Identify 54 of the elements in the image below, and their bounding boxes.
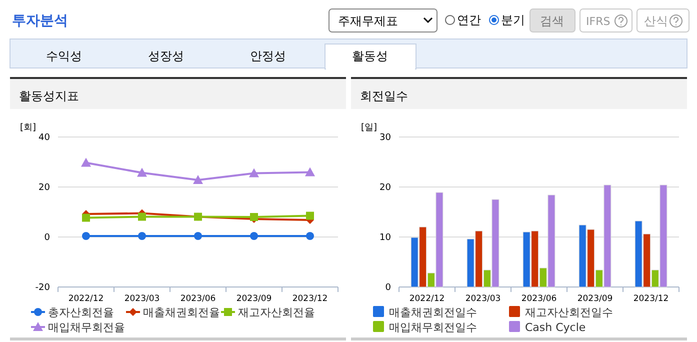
x-tick-label: 2022/12 bbox=[409, 294, 445, 304]
x-tick-label: 2023/12 bbox=[292, 294, 328, 304]
point bbox=[250, 232, 258, 240]
y-tick-label: -20 bbox=[35, 283, 50, 293]
text: 투자분석 bbox=[12, 13, 68, 29]
point bbox=[249, 168, 259, 178]
text: 연간 bbox=[457, 13, 481, 27]
y-axis-title: [일] bbox=[361, 123, 378, 133]
x-tick-label: 2023/06 bbox=[521, 294, 557, 304]
x-tick-label: 2023/12 bbox=[633, 294, 669, 304]
y-tick-label: 40 bbox=[38, 133, 50, 143]
point bbox=[138, 232, 146, 240]
x-tick-label: 2023/09 bbox=[236, 294, 272, 304]
y-tick-label: 10 bbox=[380, 233, 392, 243]
text: 활동성 bbox=[352, 49, 388, 63]
x-tick-label: 2022/12 bbox=[68, 294, 104, 304]
chart-title: 회전일수 bbox=[360, 89, 408, 103]
point bbox=[82, 232, 90, 240]
legend-label: 재고자산회전율 bbox=[238, 306, 315, 319]
text: 성장성 bbox=[148, 49, 184, 63]
chart-title: 활동성지표 bbox=[19, 89, 79, 103]
text: 산식 bbox=[644, 14, 668, 28]
y-tick-label: 30 bbox=[380, 133, 392, 143]
y-tick-label: 20 bbox=[38, 183, 50, 193]
text: 주재무제표 bbox=[338, 14, 398, 28]
y-axis-title: [회] bbox=[20, 123, 36, 133]
legend-label: 매출채권회전율 bbox=[143, 306, 220, 319]
point bbox=[137, 168, 147, 177]
y-tick-label: 0 bbox=[44, 233, 50, 243]
point bbox=[306, 232, 314, 240]
legend-label: 총자산회전율 bbox=[48, 306, 114, 319]
text: 검색 bbox=[540, 14, 564, 28]
text: 분기 bbox=[501, 13, 525, 27]
point bbox=[193, 175, 203, 184]
text: 안정성 bbox=[250, 49, 286, 63]
x-tick-label: 2023/03 bbox=[465, 294, 501, 304]
x-tick-label: 2023/06 bbox=[180, 294, 216, 304]
legend-label: 매출채권회전일수 bbox=[389, 306, 477, 319]
text: IFRS bbox=[586, 15, 610, 28]
point bbox=[194, 232, 202, 240]
x-tick-label: 2023/03 bbox=[124, 294, 160, 304]
point bbox=[81, 158, 91, 167]
y-tick-label: 20 bbox=[380, 183, 392, 193]
point bbox=[305, 167, 315, 176]
legend-label: 매입채무회전일수 bbox=[389, 321, 477, 334]
x-tick-label: 2023/09 bbox=[577, 294, 613, 304]
point bbox=[138, 212, 146, 221]
legend-label: 매입채무회전율 bbox=[48, 321, 125, 334]
legend-label: 재고자산회전일수 bbox=[525, 306, 613, 319]
point bbox=[82, 214, 90, 222]
point bbox=[306, 212, 314, 220]
y-tick-label: 0 bbox=[385, 283, 392, 293]
legend-label: Cash Cycle bbox=[525, 321, 586, 334]
text: 수익성 bbox=[46, 49, 82, 63]
